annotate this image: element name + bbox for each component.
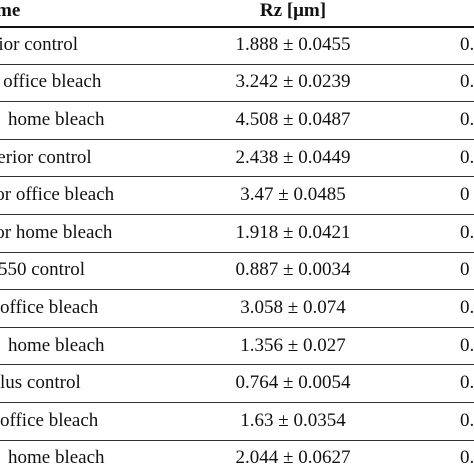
row-rule bbox=[0, 289, 474, 291]
row-value: 0. bbox=[460, 409, 474, 431]
header-cell: Rz [μm] bbox=[259, 0, 327, 21]
row-name: rior control bbox=[0, 33, 79, 55]
row-value: 0.887 ± 0.0034 bbox=[235, 259, 351, 281]
row-value: 1.356 ± 0.027 bbox=[240, 334, 346, 356]
row-value: 0. bbox=[460, 334, 474, 356]
row-rule bbox=[0, 251, 474, 253]
row-value: 2.438 ± 0.0449 bbox=[235, 146, 351, 168]
row-rule bbox=[0, 138, 474, 140]
header-cell: me bbox=[0, 0, 21, 21]
row-rule bbox=[0, 63, 474, 65]
row-value: 0. bbox=[460, 221, 474, 243]
row-value: 3.242 ± 0.0239 bbox=[235, 71, 351, 93]
row-name: r office bleach bbox=[0, 71, 102, 93]
row-value: 0 bbox=[460, 259, 470, 281]
row-name: 550 control bbox=[0, 259, 86, 281]
header-rule bbox=[0, 26, 474, 28]
row-value: 0. bbox=[460, 146, 474, 168]
row-value: 0.764 ± 0.0054 bbox=[235, 372, 351, 394]
row-value: 4.508 ± 0.0487 bbox=[235, 109, 351, 130]
row-rule bbox=[0, 364, 474, 366]
row-name: lus control bbox=[0, 372, 81, 394]
row-value: 0. bbox=[460, 297, 474, 318]
row-value: 0 bbox=[460, 184, 470, 206]
row-rule bbox=[0, 402, 474, 403]
row-value: 0. bbox=[460, 109, 474, 130]
row-name: terior control bbox=[0, 146, 92, 168]
row-name: home bleach bbox=[8, 447, 105, 469]
row-value: 0. bbox=[460, 372, 474, 394]
row-value: 2.044 ± 0.0627 bbox=[235, 447, 351, 469]
row-name: ior home bleach bbox=[0, 221, 113, 243]
row-name: home bleach bbox=[8, 109, 105, 130]
row-name: office bleach bbox=[0, 409, 99, 431]
row-name: office bleach bbox=[0, 297, 99, 318]
row-name: home bleach bbox=[8, 334, 105, 356]
row-value: 1.888 ± 0.0455 bbox=[235, 33, 351, 55]
row-value: 3.058 ± 0.074 bbox=[240, 297, 346, 318]
row-value: 0. bbox=[460, 71, 474, 93]
row-value: 0. bbox=[460, 447, 474, 469]
row-name: ior office bleach bbox=[0, 184, 115, 206]
row-value: 3.47 ± 0.0485 bbox=[240, 184, 346, 206]
row-value: 1.918 ± 0.0421 bbox=[235, 221, 351, 243]
row-value: 1.63 ± 0.0354 bbox=[240, 409, 346, 431]
row-rule bbox=[0, 326, 474, 328]
row-rule bbox=[0, 439, 474, 441]
row-rule bbox=[0, 176, 474, 178]
row-value: 0. bbox=[460, 33, 474, 55]
row-rule bbox=[0, 214, 474, 215]
row-rule bbox=[0, 101, 474, 103]
